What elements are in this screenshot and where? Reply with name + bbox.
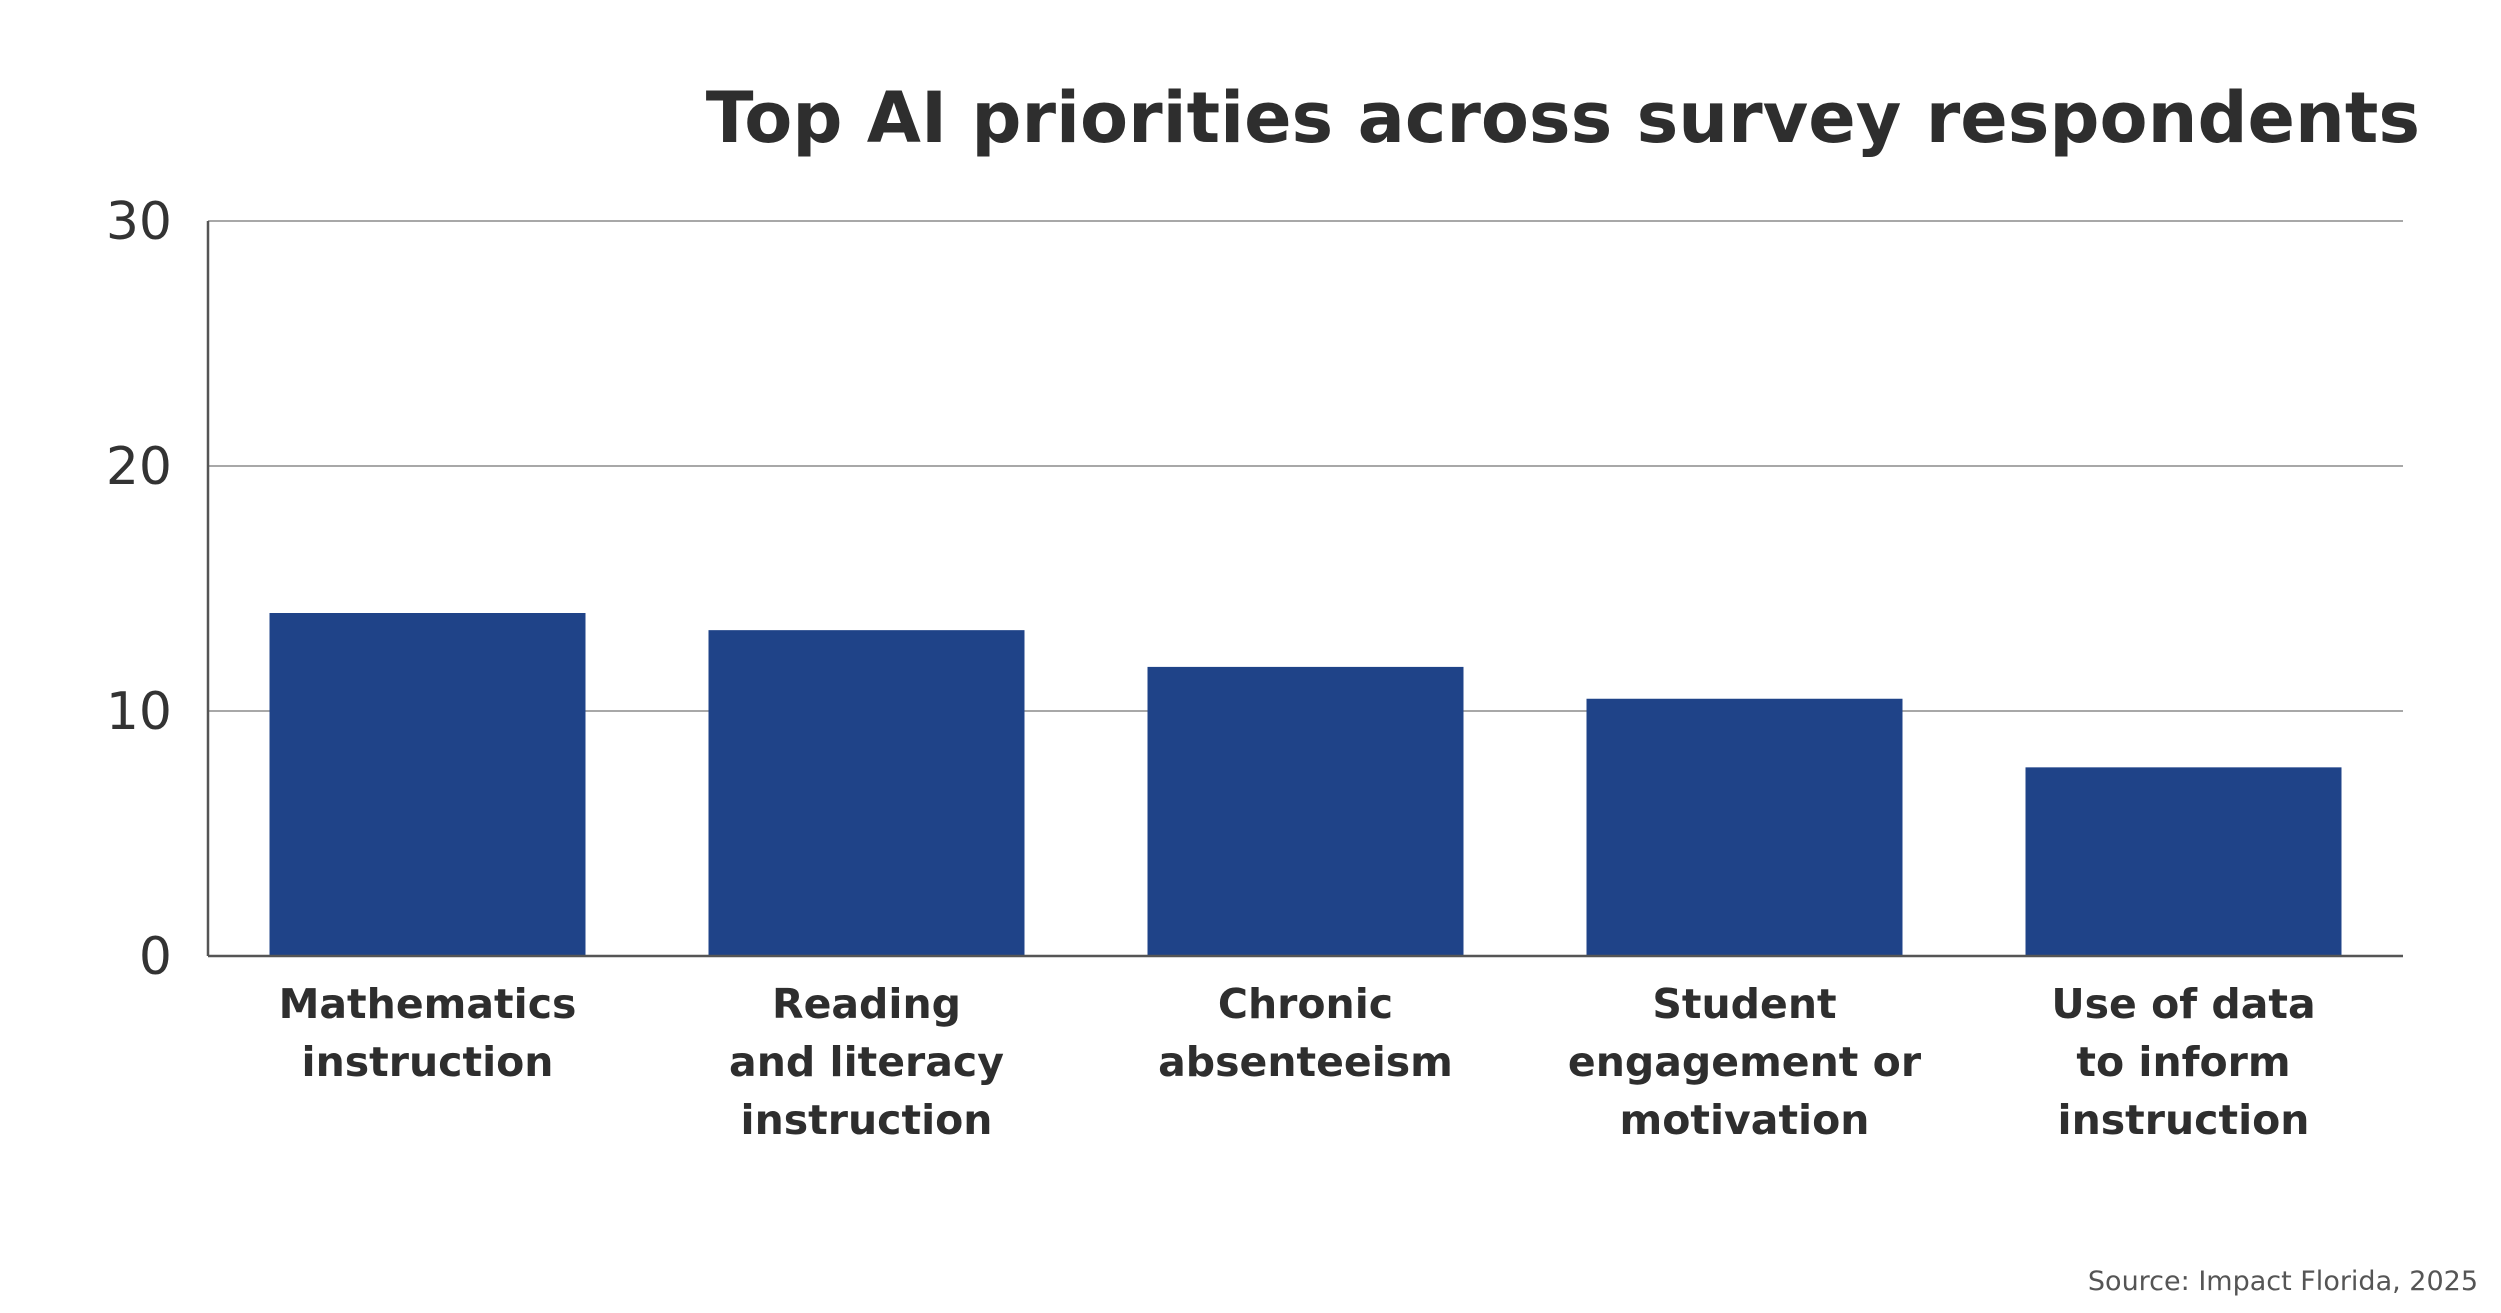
bars xyxy=(269,613,2342,956)
x-tick-label: Mathematics instruction xyxy=(279,980,577,1086)
bar xyxy=(2025,767,2342,956)
x-tick-label: Student engagement or motivation xyxy=(1568,980,1922,1144)
y-tick-label: 0 xyxy=(139,927,172,987)
x-axis-labels: Mathematics instruction Reading and literac… xyxy=(279,980,2316,1144)
chart-title: Top AI priorities across survey responde… xyxy=(706,77,2420,159)
bar xyxy=(1147,666,1464,956)
x-tick-label: Chronic absenteeism xyxy=(1158,980,1453,1086)
axes xyxy=(206,221,2403,958)
y-tick-label: 20 xyxy=(106,437,172,497)
bar xyxy=(1586,698,1903,956)
bar xyxy=(269,613,586,956)
x-tick-label: Use of data to inform instruction xyxy=(2051,980,2315,1144)
bar xyxy=(708,630,1025,956)
y-tick-label: 30 xyxy=(106,192,172,252)
y-tick-label: 10 xyxy=(106,682,172,742)
y-axis-ticks: 0 10 20 30 xyxy=(106,192,172,987)
source-note: Source: Impact Florida, 2025 xyxy=(2088,1266,2478,1297)
x-tick-label: Reading and literacy instruction xyxy=(729,980,1004,1144)
